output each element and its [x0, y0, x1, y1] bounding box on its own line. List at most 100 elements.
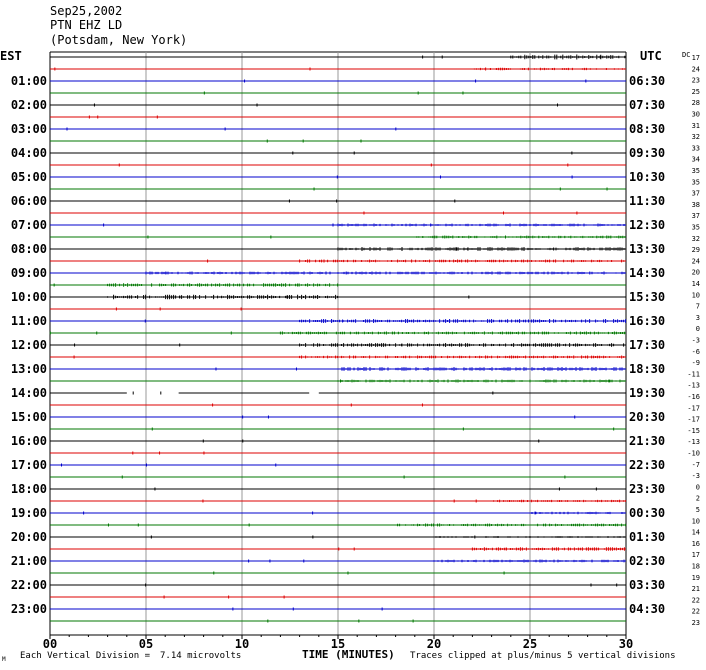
trace-activity	[471, 67, 625, 71]
dc-offset-value: 24	[692, 257, 700, 265]
x-tick-label: 05	[139, 637, 153, 651]
left-hour-label: 03:00	[11, 122, 47, 136]
trace-activity	[510, 54, 626, 60]
x-tick-label: 15	[331, 637, 345, 651]
left-hour-label: 17:00	[11, 458, 47, 472]
dc-offset-value: -6	[692, 348, 700, 356]
left-hour-label: 14:00	[11, 386, 47, 400]
dc-offset-value: 24	[692, 65, 700, 73]
right-hour-label: 12:30	[629, 218, 665, 232]
trace-activity	[395, 523, 627, 527]
dc-offset-value: 28	[692, 99, 700, 107]
left-hour-label: 05:00	[11, 170, 47, 184]
dc-offset-value: 22	[692, 596, 700, 604]
dc-offset-value: 22	[692, 608, 700, 616]
dc-offset-value: -7	[692, 461, 700, 469]
right-hour-label: 00:30	[629, 506, 665, 520]
dc-offset-value: 10	[692, 291, 700, 299]
dc-offset-value: -9	[692, 359, 700, 367]
trace-activity	[337, 223, 625, 227]
dc-offset-value: 25	[692, 88, 700, 96]
dc-offset-value: 35	[692, 178, 700, 186]
dc-offset-value: 38	[692, 201, 700, 209]
right-hour-label: 08:30	[629, 122, 665, 136]
right-hour-label: 04:30	[629, 602, 665, 616]
dc-offset-value: 18	[692, 563, 700, 571]
trace-activity	[107, 294, 339, 300]
right-hour-label: 10:30	[629, 170, 665, 184]
left-hour-label: 10:00	[11, 290, 47, 304]
right-hour-label: 11:30	[629, 194, 665, 208]
trace-activity	[337, 247, 625, 251]
right-hour-label: 15:30	[629, 290, 665, 304]
right-hour-label: 06:30	[629, 74, 665, 88]
trace-activity	[414, 235, 626, 239]
right-hour-label: 23:30	[629, 482, 665, 496]
dc-offset-value: 19	[692, 574, 700, 582]
trace-activity	[433, 559, 625, 563]
right-hour-label: 20:30	[629, 410, 665, 424]
dc-offset-value: -17	[687, 404, 700, 412]
right-hour-label: 14:30	[629, 266, 665, 280]
trace-activity	[107, 283, 339, 287]
left-hour-label: 11:00	[11, 314, 47, 328]
dc-offset-value: -17	[687, 416, 700, 424]
left-hour-label: 12:00	[11, 338, 47, 352]
right-hour-label: 13:30	[629, 242, 665, 256]
division-label: Each Vertical Division =	[20, 651, 151, 661]
dc-offset-value: 14	[692, 280, 700, 288]
x-tick-label: 25	[523, 637, 537, 651]
dc-offset-value: 30	[692, 111, 700, 119]
dc-offset-value: -3	[692, 337, 700, 345]
right-hour-label: 22:30	[629, 458, 665, 472]
dc-offset-value: 10	[692, 517, 700, 525]
left-hour-label: 22:00	[11, 578, 47, 592]
dc-offset-value: 14	[692, 529, 700, 537]
left-hour-label: 20:00	[11, 530, 47, 544]
right-hour-label: 01:30	[629, 530, 665, 544]
dc-offset-value: 34	[692, 156, 700, 164]
left-hour-label: 15:00	[11, 410, 47, 424]
clip-note: Traces clipped at plus/minus 5 vertical …	[410, 651, 676, 661]
left-hour-label: 16:00	[11, 434, 47, 448]
x-tick-label: 30	[619, 637, 633, 651]
dc-offset-value: 5	[696, 506, 700, 514]
dc-offset-value: 31	[692, 122, 700, 130]
dc-offset-value: 0	[696, 325, 700, 333]
dc-offset-value: 35	[692, 224, 700, 232]
left-hour-label: 23:00	[11, 602, 47, 616]
dc-offset-value: 23	[692, 619, 700, 627]
dc-offset-value: 21	[692, 585, 700, 593]
dc-offset-value: 32	[692, 235, 700, 243]
dc-offset-value: -16	[687, 393, 700, 401]
left-hour-label: 06:00	[11, 194, 47, 208]
left-hour-label: 18:00	[11, 482, 47, 496]
division-value: 7.14 microvolts	[160, 651, 242, 661]
left-hour-label: 19:00	[11, 506, 47, 520]
x-tick-label: 00	[43, 637, 57, 651]
left-hour-label: 04:00	[11, 146, 47, 160]
left-hour-label: 13:00	[11, 362, 47, 376]
station-label: PTN EHZ LD	[50, 18, 123, 32]
dc-offset-value: -13	[687, 382, 700, 390]
trace-activity	[337, 367, 625, 371]
dc-offset-value: 29	[692, 246, 700, 254]
right-timezone-label: UTC	[640, 49, 662, 63]
trace-activity	[491, 499, 627, 503]
right-hour-label: 09:30	[629, 146, 665, 160]
dc-offset-value: -11	[687, 370, 700, 378]
dc-offset-value: 7	[696, 303, 700, 311]
right-hour-label: 19:30	[629, 386, 665, 400]
dc-offset-value: 35	[692, 167, 700, 175]
trace-activity	[299, 259, 627, 263]
dc-offset-value: 0	[696, 483, 700, 491]
trace-activity	[299, 355, 627, 359]
left-hour-label: 01:00	[11, 74, 47, 88]
dc-offset-value: 17	[692, 551, 700, 559]
trace-activity	[299, 343, 627, 347]
dc-offset-value: -3	[692, 472, 700, 480]
dc-offset-value: 37	[692, 212, 700, 220]
dc-offset-value: 32	[692, 133, 700, 141]
dc-offset-value: 17	[692, 54, 700, 62]
